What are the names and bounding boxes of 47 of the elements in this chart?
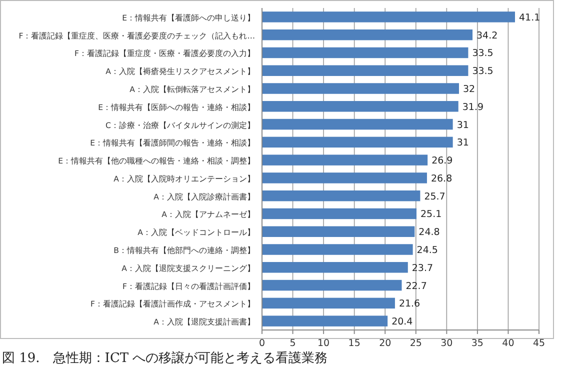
x-tick-label: 30 [440,338,453,349]
data-label: 25.7 [424,191,446,202]
data-label: 23.7 [412,262,434,274]
data-label: 32 [462,84,476,95]
data-label: 31.9 [462,102,484,113]
data-label: 21.6 [398,298,420,310]
data-label: 33.5 [472,66,494,78]
data-label: 31 [456,120,469,131]
x-tick-label: 15 [348,338,360,349]
data-label: 20.4 [392,316,413,328]
x-tick-label: 20 [379,338,392,349]
data-label: 34.2 [476,30,498,42]
x-tick-label: 10 [318,338,330,349]
data-label: 41.1 [518,12,540,24]
bar [262,136,453,148]
bar [262,12,515,22]
bar [262,154,428,166]
bar [262,244,413,255]
bar [262,47,468,58]
bar [262,262,408,273]
bar [262,208,417,220]
data-label: 24.5 [416,245,438,256]
x-tick-label: 0 [258,338,266,349]
bar [262,29,473,40]
bar [262,83,459,94]
data-label: 26.8 [430,173,452,184]
bar [262,190,420,202]
data-label: 33.5 [472,48,494,60]
bar [262,101,458,112]
data-label: 31 [456,138,469,149]
bar [262,316,388,326]
bar [262,298,395,309]
x-tick-label: 25 [410,338,422,349]
data-label: 24.8 [418,227,440,238]
bar [262,172,427,184]
x-tick-label: 35 [471,338,484,349]
bar [262,226,415,237]
x-tick-label: 45 [532,338,546,349]
bar [262,280,402,291]
bar [262,118,453,130]
data-label: 26.9 [432,156,453,167]
x-tick-label: 5 [290,338,296,349]
data-label: 22.7 [406,280,427,292]
caption: 図 19. 急性期：ICT への移譲が可能と考える看護業務 [2,351,328,366]
bar [262,65,468,76]
data-label: 25.1 [420,209,442,220]
x-tick-label: 40 [502,338,514,349]
